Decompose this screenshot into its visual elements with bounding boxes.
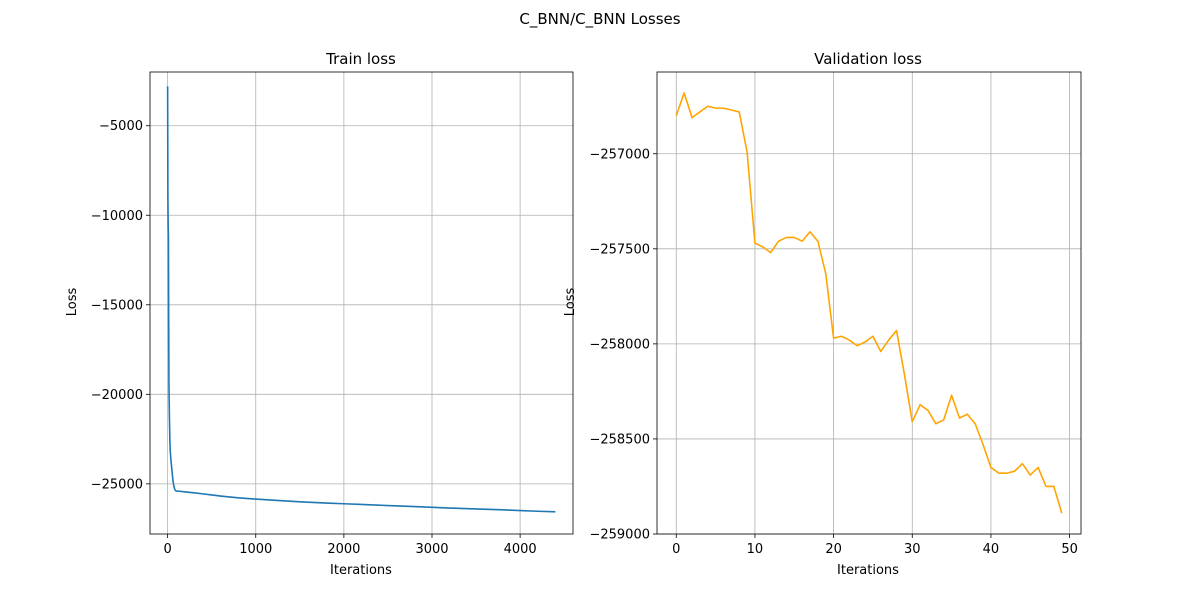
validation-loss-xtick-label: 0 xyxy=(672,542,680,557)
train-loss-xtick-label: 0 xyxy=(163,542,171,557)
train-loss-xlabel: Iterations xyxy=(330,563,392,578)
validation-loss-axes-frame xyxy=(656,71,1082,535)
validation-loss-ylabel: Loss xyxy=(563,288,578,317)
validation-loss-xlabel: Iterations xyxy=(837,563,899,578)
validation-loss-title: Validation loss xyxy=(814,50,922,68)
train-loss-ytick-label: −15000 xyxy=(91,298,143,313)
validation-loss-ytick-label: −257500 xyxy=(589,242,650,257)
validation-loss-series-line xyxy=(675,92,1063,514)
train-loss-ytick-label: −10000 xyxy=(91,209,143,224)
train-loss-title: Train loss xyxy=(325,50,396,68)
validation-loss-ytick-label: −259000 xyxy=(589,528,650,543)
train-loss-xtick-label: 4000 xyxy=(504,542,537,557)
train-loss-xtick-label: 2000 xyxy=(327,542,360,557)
train-loss-ytick-label: −25000 xyxy=(91,477,143,492)
train-loss-axes-frame xyxy=(149,71,574,535)
figure-suptitle: C_BNN/C_BNN Losses xyxy=(519,10,680,29)
train-loss-series-line xyxy=(166,86,556,513)
validation-loss-panel: Validation loss Iterations Loss 0 10 20 30 4… xyxy=(563,50,1082,578)
validation-loss-ytick-label: −258500 xyxy=(589,432,650,447)
train-loss-ylabel: Loss xyxy=(65,288,80,317)
validation-loss-xtick-label: 30 xyxy=(904,542,921,557)
validation-loss-grid xyxy=(657,72,1081,535)
validation-loss-xtick-label: 20 xyxy=(825,542,842,557)
train-loss-xtick-label: 1000 xyxy=(239,542,272,557)
validation-loss-ytick-label: −258000 xyxy=(589,337,650,352)
train-loss-ytick-label: −5000 xyxy=(99,119,143,134)
validation-loss-xtick-label: 40 xyxy=(983,542,1000,557)
validation-loss-xtick-label: 50 xyxy=(1061,542,1078,557)
train-loss-ytick-label: −20000 xyxy=(91,388,143,403)
train-loss-grid xyxy=(150,72,573,534)
train-loss-xtick-label: 3000 xyxy=(415,542,448,557)
train-loss-panel: Train loss Iterations Loss 0 1000 2000 3000… xyxy=(65,50,574,578)
validation-loss-xtick-label: 10 xyxy=(747,542,764,557)
validation-loss-ytick-label: −257000 xyxy=(589,147,650,162)
